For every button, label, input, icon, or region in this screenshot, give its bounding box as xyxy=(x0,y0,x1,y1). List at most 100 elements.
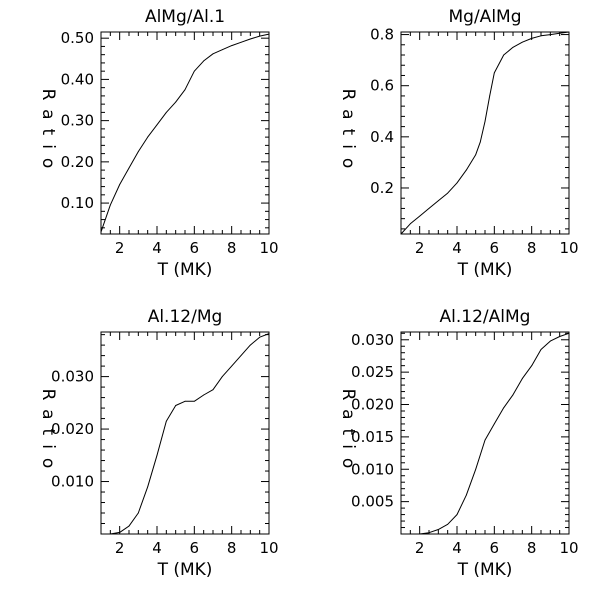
panel2-y-tick-label: 0.8 xyxy=(370,26,394,44)
panel1-x-tick-label: 10 xyxy=(259,239,278,257)
panel4-data-point xyxy=(456,514,458,515)
panel1-data-point xyxy=(268,33,270,35)
panel1-x-tick-label: 2 xyxy=(115,239,125,257)
panel2-data-point xyxy=(484,121,486,122)
panel3-title: Al.12/Mg xyxy=(148,307,223,327)
panel3-y-axis-label: Ratio xyxy=(38,389,58,478)
panel3-series-line xyxy=(101,333,270,535)
panel4-x-tick-label: 6 xyxy=(490,539,500,557)
panel2-data-point xyxy=(540,35,542,37)
panel3-data-point xyxy=(212,389,214,391)
panel1-data-point xyxy=(259,35,261,37)
panel1-data-point xyxy=(119,184,121,185)
panel1-y-tick-label: 0.50 xyxy=(61,29,94,47)
panel1-data-point xyxy=(100,231,102,233)
panel1-data-point xyxy=(193,70,195,72)
panel2-x-tick-label: 10 xyxy=(559,239,578,257)
panel2-x-tick-label: 2 xyxy=(415,239,425,257)
panel4-y-tick-label: 0.005 xyxy=(351,493,394,511)
panel1-data-point xyxy=(221,49,223,51)
panel4-data-point xyxy=(428,532,430,534)
panel3-y-tick-label: 0.020 xyxy=(51,420,94,438)
panel1-data-point xyxy=(184,89,186,91)
panel3-data-point xyxy=(147,486,149,488)
panel1-data-point xyxy=(147,136,149,138)
panel2-data-point xyxy=(531,37,533,39)
panel1-data-point xyxy=(137,151,139,152)
panel4-y-tick-label: 0.030 xyxy=(351,331,394,349)
panel2-data-point xyxy=(489,95,491,97)
panel1-data-point xyxy=(175,101,177,103)
panel2-data-point xyxy=(549,34,551,35)
panel2-data-point xyxy=(559,32,561,34)
panel4-data-point xyxy=(549,340,551,342)
panel3-x-axis-label: T (MK) xyxy=(157,560,213,580)
panel1-title: AlMg/Al.1 xyxy=(145,7,225,27)
panel2-x-tick-label: 4 xyxy=(452,239,462,257)
panel4-x-tick-label: 10 xyxy=(559,539,578,557)
panel1-data-point xyxy=(212,53,214,55)
panel2-x-tick-label: 6 xyxy=(490,239,500,257)
panel3-data-point xyxy=(259,336,261,338)
panel2-data-point xyxy=(521,41,523,43)
panel3-data-point xyxy=(165,420,167,422)
panel1-data-point xyxy=(249,38,251,40)
panel2-title: Mg/AlMg xyxy=(449,7,522,27)
panel2-data-point xyxy=(400,233,402,235)
panel1-series-line xyxy=(100,33,270,233)
panel1-x-tick-label: 6 xyxy=(190,239,200,257)
panel2-data-point xyxy=(493,72,495,74)
panel1-y-tick-label: 0.10 xyxy=(61,194,94,212)
panel2-x-axis-label: T (MK) xyxy=(457,260,513,280)
panel1-x-axis-label: T (MK) xyxy=(157,260,213,280)
panel4-data-point xyxy=(409,533,411,535)
panel1-data-point xyxy=(203,60,205,62)
panel4-data-point xyxy=(531,365,533,367)
panel2-y-tick-label: 0.6 xyxy=(370,77,394,95)
panel4-data-point xyxy=(503,407,505,409)
panel2-data-point xyxy=(568,31,570,33)
panel1-y-tick-label: 0.40 xyxy=(61,70,94,88)
panel4-data-point xyxy=(521,378,523,380)
panel2-y-tick-label: 0.4 xyxy=(370,128,394,146)
panel1-x-tick-label: 4 xyxy=(152,239,162,257)
panel4-data-point xyxy=(512,394,514,396)
panel2-data-point xyxy=(512,46,514,48)
panel4-data-point xyxy=(447,523,449,525)
panel3-data-point xyxy=(128,525,130,527)
panel1-y-tick-label: 0.20 xyxy=(61,153,94,171)
panel3-x-tick-label: 10 xyxy=(259,539,278,557)
panel3-x-tick-label: 6 xyxy=(190,539,200,557)
panel3-data-point xyxy=(221,376,223,377)
panel3-data-point xyxy=(240,355,242,357)
panel2-data-point xyxy=(409,223,411,225)
panel4-series-line xyxy=(401,332,570,535)
panel2-data-point xyxy=(419,215,421,217)
panel2-y-tick-label: 0.2 xyxy=(370,179,394,197)
panel2-data-point xyxy=(447,192,449,194)
panel1-data-point xyxy=(240,41,242,43)
panel3-data-point xyxy=(268,333,270,334)
panel3-data-point xyxy=(249,344,251,346)
panel4-data-point xyxy=(484,439,486,441)
panel4-data-point xyxy=(400,533,402,535)
panel4-data-point xyxy=(568,332,570,334)
panel4-y-tick-label: 0.010 xyxy=(351,460,394,478)
panel4-y-tick-label: 0.020 xyxy=(351,396,394,414)
panel2-data-point xyxy=(465,169,467,171)
panel2-data-point xyxy=(428,208,430,209)
panel2-data-point xyxy=(456,182,458,184)
panel2-data-point xyxy=(479,141,481,143)
panel4-data-point xyxy=(465,494,467,496)
panel3-data-point xyxy=(109,533,111,535)
panel1-x-tick-label: 8 xyxy=(227,239,237,257)
panel2-data-point xyxy=(475,154,477,156)
panel3-data-point xyxy=(175,405,177,406)
panel4-x-axis-label: T (MK) xyxy=(457,560,513,580)
panel4-data-point xyxy=(559,336,561,337)
panel3-plot-frame xyxy=(100,331,270,535)
panel1-data-point xyxy=(128,167,130,169)
panel2-data-point xyxy=(503,54,505,56)
panel4-y-tick-label: 0.015 xyxy=(351,428,394,446)
